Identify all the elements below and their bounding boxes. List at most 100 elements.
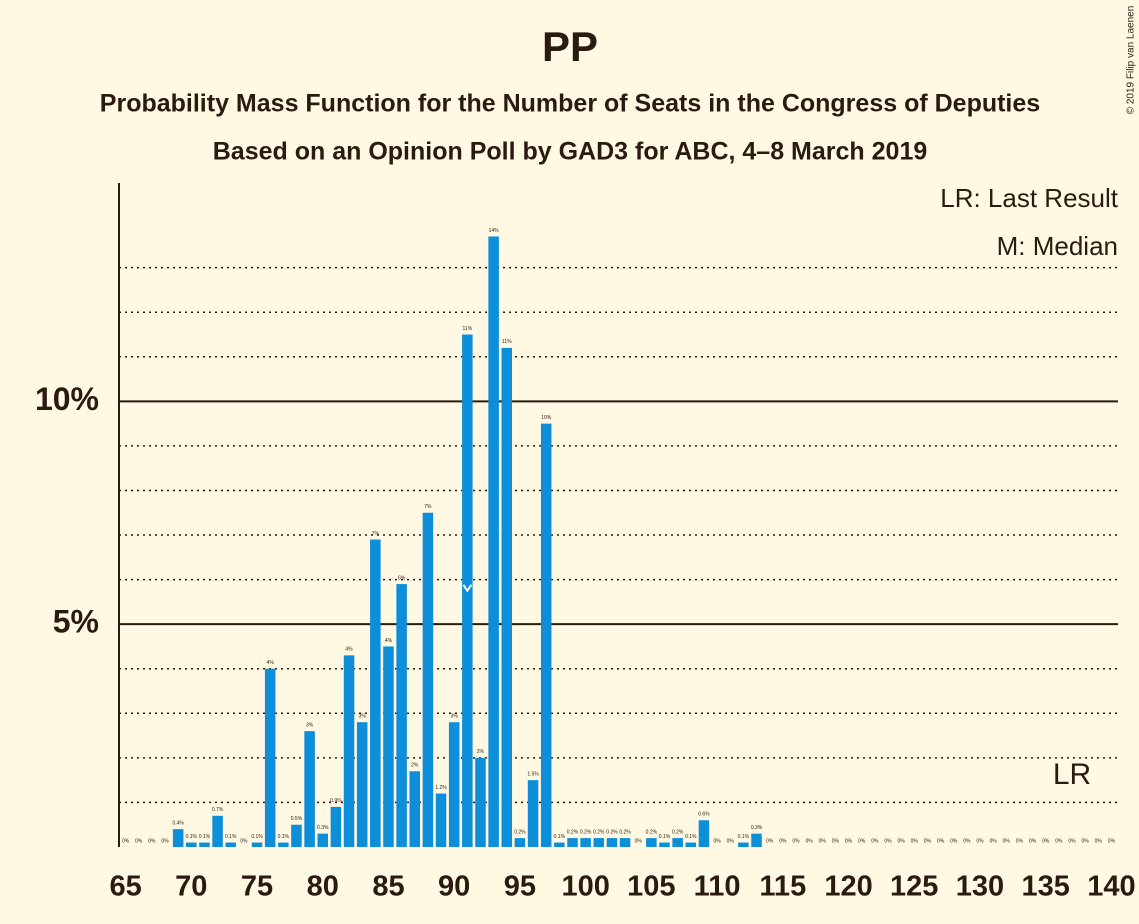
- x-tick-label: 135: [1022, 871, 1070, 903]
- bar: [330, 806, 342, 847]
- value-label: 0.4%: [172, 821, 184, 827]
- bar: [172, 829, 184, 847]
- x-tick-label: 115: [759, 871, 806, 903]
- value-label: 0.1%: [554, 834, 566, 840]
- bar: [396, 584, 407, 847]
- value-label: 0%: [950, 838, 958, 844]
- value-label: 0%: [766, 838, 774, 844]
- x-tick-label: 90: [438, 871, 470, 903]
- value-label: 0%: [1108, 838, 1116, 844]
- value-label: 0.3%: [751, 825, 763, 831]
- chart-subtitle: Probability Mass Function for the Number…: [100, 90, 1040, 118]
- value-label: 0%: [924, 838, 932, 844]
- value-label: 0%: [1003, 838, 1011, 844]
- value-label: 4%: [385, 638, 393, 644]
- value-label: 0%: [805, 838, 813, 844]
- value-label: 0%: [240, 838, 248, 844]
- value-label: 0%: [1016, 838, 1024, 844]
- value-label: 0%: [727, 838, 735, 844]
- value-label: 0%: [845, 838, 853, 844]
- value-label: 0%: [161, 838, 169, 844]
- value-label: 14%: [489, 228, 500, 234]
- value-label: 4%: [345, 647, 353, 653]
- bar: [225, 842, 236, 847]
- value-label: 0%: [990, 838, 998, 844]
- bar: [370, 539, 381, 847]
- value-label: 11%: [463, 326, 473, 332]
- bar: [212, 815, 223, 847]
- value-label: 0%: [858, 838, 866, 844]
- value-label: 0.2%: [606, 829, 618, 835]
- value-label: 0%: [832, 838, 840, 844]
- value-label: 0.2%: [646, 829, 658, 835]
- value-label: 0.2%: [672, 829, 684, 835]
- value-label: 0%: [713, 838, 721, 844]
- value-label: 0%: [1055, 838, 1063, 844]
- bar: [343, 655, 355, 847]
- bar: [514, 838, 526, 847]
- value-label: 0.7%: [212, 807, 224, 813]
- value-label: 0%: [819, 838, 827, 844]
- bar: [356, 722, 368, 847]
- value-label: 0.1%: [251, 834, 263, 840]
- bar: [659, 842, 670, 847]
- value-label: 0.1%: [199, 834, 211, 840]
- value-label: 0.1%: [659, 834, 671, 840]
- value-label: 0%: [911, 838, 919, 844]
- bar: [409, 771, 421, 847]
- value-label: 3%: [359, 714, 367, 720]
- x-tick-label: 130: [956, 871, 1004, 903]
- value-label: 3%: [451, 714, 459, 720]
- last-result-label: LR: [1053, 758, 1091, 791]
- y-tick-label: 5%: [53, 604, 99, 640]
- x-tick-label: 85: [372, 871, 404, 903]
- x-tick-label: 125: [890, 871, 938, 903]
- value-label: 0.2%: [619, 829, 631, 835]
- x-tick-label: 70: [175, 871, 207, 903]
- value-label: 0.1%: [738, 834, 750, 840]
- bar: [422, 512, 434, 847]
- value-label: 0.2%: [567, 829, 579, 835]
- bar: [186, 842, 197, 847]
- x-tick-label: 120: [824, 871, 872, 903]
- bar: [251, 842, 263, 847]
- bar: [435, 793, 447, 847]
- value-label: 0%: [122, 838, 130, 844]
- value-label: 0.2%: [514, 829, 526, 835]
- copyright: © 2019 Filip van Laenen: [1126, 6, 1137, 115]
- value-label: 0.9%: [330, 798, 342, 804]
- value-label: 1.5%: [527, 771, 539, 777]
- bar: [264, 668, 276, 847]
- value-label: 0%: [871, 838, 879, 844]
- bar: [475, 757, 486, 847]
- value-label: 0.6%: [698, 812, 710, 818]
- value-label: 2%: [477, 749, 485, 755]
- bar: [698, 820, 710, 847]
- chart-title: PP: [542, 23, 598, 70]
- x-tick-label: 75: [241, 871, 273, 903]
- value-label: 0%: [1068, 838, 1076, 844]
- value-label: 1.2%: [435, 785, 447, 791]
- bar: [646, 838, 657, 847]
- value-label: 0%: [976, 838, 984, 844]
- median-marker: [462, 584, 473, 593]
- x-tick-label: 95: [504, 871, 536, 903]
- value-label: 0.5%: [291, 816, 303, 822]
- bar: [199, 842, 210, 847]
- value-label: 0%: [148, 838, 156, 844]
- x-tick-label: 100: [561, 871, 609, 903]
- bar: [278, 842, 289, 847]
- bar: [501, 347, 513, 847]
- value-label: 7%: [424, 504, 432, 510]
- bar: [383, 646, 394, 847]
- value-label: 0%: [897, 838, 905, 844]
- value-label: 0.1%: [186, 834, 198, 840]
- value-label: 0.2%: [593, 829, 605, 835]
- bar: [738, 842, 749, 847]
- legend-entry: M: Median: [997, 231, 1118, 261]
- value-label: 6%: [398, 575, 406, 581]
- bar: [685, 842, 697, 847]
